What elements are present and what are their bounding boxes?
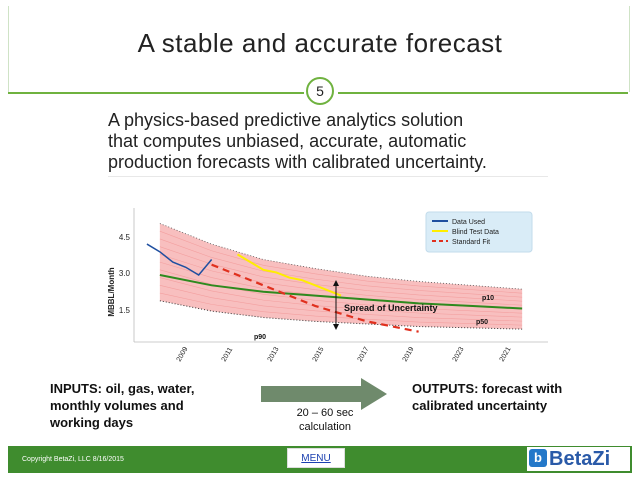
outputs-text: OUTPUTS: forecast with calibrated uncert… [412, 380, 612, 414]
legend-label: Blind Test Data [452, 229, 499, 236]
p50-line [159, 274, 523, 310]
realization-curve [159, 238, 523, 298]
p50-label: p50 [476, 319, 488, 326]
realization-curve [159, 277, 523, 318]
outputs-line: OUTPUTS: forecast with [412, 381, 563, 396]
chart-axes [133, 208, 548, 343]
spread-of-uncertainty-label: Spread of Uncertainty [344, 303, 438, 313]
x-tick-label: 2009 [176, 346, 190, 363]
forecast-chart-svg: MBBL/Month 4.5 3.0 1.5 2009 2011 2013 20… [108, 208, 548, 363]
standard-fit-line [211, 263, 419, 333]
realization-curve [159, 230, 523, 294]
x-tick-label: 2011 [221, 346, 235, 363]
blind-test-line [236, 253, 342, 297]
subtitle-divider [108, 176, 548, 177]
x-tick-label: 2017 [357, 346, 371, 363]
realization-curve [159, 254, 523, 306]
header-frame [8, 6, 630, 92]
calc-line: 20 – 60 sec [296, 407, 354, 419]
slide-title: A stable and accurate forecast [137, 28, 503, 58]
header-divider-right [338, 92, 628, 94]
x-tick-label: 2019 [402, 346, 416, 363]
subtitle-line: production forecasts with calibrated unc… [108, 152, 487, 172]
legend-label: Standard Fit [452, 239, 490, 246]
subtitle-line: that computes unbiased, accurate, automa… [108, 131, 467, 151]
chart-legend: Data Used Blind Test Data Standard Fit [425, 211, 533, 253]
uncertainty-band [159, 223, 523, 330]
betazi-logo[interactable]: b BetaZi [527, 447, 630, 471]
x-tick-label: 2015 [312, 346, 326, 363]
x-tick-label: 2023 [452, 346, 466, 363]
forecast-chart: MBBL/Month 4.5 3.0 1.5 2009 2011 2013 20… [108, 200, 560, 370]
outputs-line: calibrated uncertainty [412, 398, 548, 413]
p90-label: p90 [254, 334, 266, 341]
spread-arrow-head-down [333, 324, 339, 330]
chart-series [146, 223, 523, 333]
calculation-time: 20 – 60 sec calculation [280, 406, 370, 434]
calc-line: calculation [299, 421, 351, 433]
process-arrow-icon [261, 378, 387, 410]
slide-number-badge: 5 [306, 77, 334, 105]
p10-line [159, 223, 523, 290]
realization-curve [159, 292, 523, 326]
y-axis-label: MBBL/Month [108, 267, 116, 316]
realization-curve [159, 246, 523, 302]
logo-mark-icon: b [529, 449, 547, 467]
inputs-line: INPUTS: oil, gas, water, [50, 381, 195, 396]
x-tick-label: 2021 [499, 346, 513, 363]
inputs-line: working days [50, 415, 134, 430]
spread-arrow-head-up [333, 280, 339, 286]
uncertainty-band-fill [159, 223, 523, 330]
logo-text: BetaZi [549, 448, 611, 470]
subtitle: A physics-based predictive analytics sol… [108, 110, 608, 173]
copyright-text: Copyright BetaZi, LLC 8/16/2015 [22, 456, 124, 463]
header-divider-left [8, 92, 304, 94]
y-tick-label: 3.0 [119, 269, 131, 278]
x-tick-label: 2013 [267, 346, 281, 363]
inputs-line: monthly volumes and [50, 398, 184, 413]
data-used-line [146, 243, 213, 276]
legend-label: Data Used [452, 219, 485, 226]
inputs-text: INPUTS: oil, gas, water, monthly volumes… [50, 380, 250, 431]
subtitle-line: A physics-based predictive analytics sol… [108, 110, 464, 130]
menu-button[interactable]: MENU [287, 448, 345, 468]
y-tick-label: 4.5 [119, 233, 131, 242]
p10-label: p10 [482, 295, 494, 302]
p90-line [159, 300, 523, 330]
legend-box [425, 211, 533, 253]
y-tick-label: 1.5 [119, 306, 131, 315]
